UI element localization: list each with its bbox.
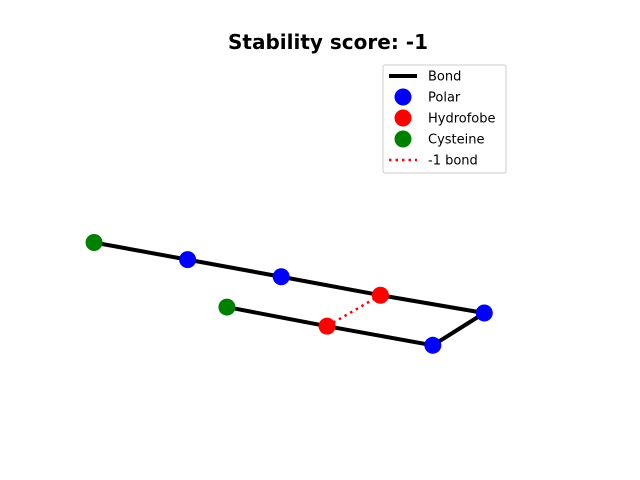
bond-line — [93, 240, 188, 262]
residue-point-cysteine — [218, 298, 236, 316]
legend-label: Bond — [428, 70, 461, 85]
legend-label: Polar — [428, 91, 461, 106]
residue-point-hydrofobe — [318, 317, 336, 335]
bond-line — [326, 324, 434, 348]
residue-point-polar — [424, 336, 442, 354]
residue-point-polar — [179, 251, 197, 269]
plot-area — [85, 234, 493, 354]
legend-swatch-marker — [394, 109, 412, 127]
bond-line — [226, 305, 328, 329]
residue-point-polar — [272, 268, 290, 286]
legend-swatch-marker — [394, 88, 412, 106]
legend-label: Cysteine — [428, 133, 485, 148]
legend: Bond Polar Hydrofobe Cysteine -1 bond — [382, 64, 507, 174]
bond-line — [380, 293, 485, 315]
bond-line — [187, 257, 282, 279]
bond-line — [280, 274, 381, 298]
residue-point-hydrofobe — [371, 286, 389, 304]
residue-point-polar — [475, 304, 493, 322]
chart-title: Stability score: -1 — [228, 30, 428, 54]
residue-point-cysteine — [85, 234, 103, 251]
legend-label: -1 bond — [428, 154, 478, 169]
legend-frame — [382, 64, 507, 174]
legend-label: Hydrofobe — [428, 112, 496, 127]
bond-line — [431, 311, 486, 347]
legend-swatch-marker — [394, 130, 412, 148]
hydrophobic-bond-line — [326, 294, 382, 328]
